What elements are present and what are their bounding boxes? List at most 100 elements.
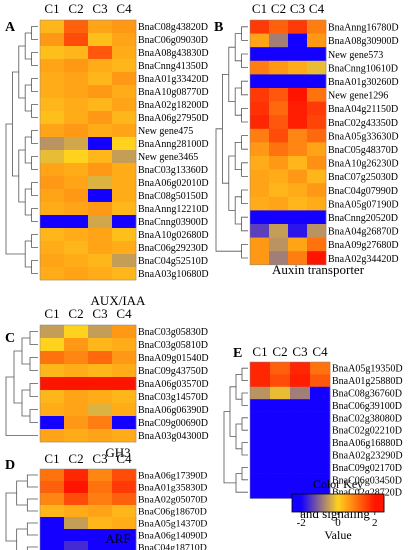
panel-a-cell	[112, 228, 137, 242]
panel-c-row-label: BnaA03g04300D	[138, 431, 209, 442]
panel-c-row-label: BnaA09g01540D	[138, 353, 209, 364]
panel-d-cell	[112, 517, 137, 530]
panel-d-row-label: BnaA02g05070D	[138, 494, 207, 505]
panel-b-cell	[250, 47, 270, 62]
color-key-swatch	[324, 494, 327, 512]
panel-a-cell	[112, 241, 137, 255]
panel-b-cell	[307, 88, 327, 102]
panel-b-row-label: BnaC02g43350D	[328, 118, 398, 129]
panel-e-dendrogram-branch	[241, 442, 248, 456]
panel-a-row-label: BnaA08g43830D	[138, 48, 209, 59]
panel-b-dendrogram-branch	[228, 46, 236, 102]
panel-a-cell	[40, 72, 65, 86]
panel-d-cell	[112, 541, 137, 550]
panel-b-dendrogram-branch	[234, 142, 242, 170]
panel-e-col-label: C4	[312, 344, 328, 359]
color-key-swatch	[301, 494, 304, 512]
panel-b-cell	[307, 183, 327, 198]
panel-e-cell	[270, 374, 291, 388]
color-key-swatch	[339, 494, 342, 512]
color-key-swatch	[327, 494, 330, 512]
panel-b-cell	[269, 115, 289, 130]
panel-a-cell	[40, 33, 65, 47]
panel-a-cell	[88, 111, 113, 125]
panel-b-cell	[288, 47, 308, 62]
panel-a-cell	[88, 241, 113, 255]
panel-b-cell	[269, 128, 289, 143]
color-key-swatch	[341, 494, 343, 512]
panel-e-dendrogram-branch	[235, 423, 242, 450]
panel-d-grid-border	[39, 468, 137, 550]
panel-b-cell	[250, 251, 270, 266]
panel-b-cell	[250, 224, 270, 238]
color-key-swatch	[295, 494, 297, 512]
panel-d-row-label: BnaA06g14090D	[138, 530, 207, 541]
panel-a-row-label: New gene475	[138, 126, 193, 137]
color-key-swatch	[311, 494, 314, 512]
color-key-swatch	[330, 494, 333, 512]
panel-e-cell	[270, 448, 291, 462]
color-key-swatch	[347, 494, 350, 512]
panel-a-letter: A	[5, 20, 16, 35]
panel-b-cell	[250, 115, 270, 130]
panel-c-cell	[112, 338, 137, 352]
panel-c-dendrogram-branch	[29, 331, 38, 345]
panel-a-row-label: BnaA03g10680D	[138, 269, 209, 280]
panel-e-cell	[270, 399, 291, 412]
panel-d-cell	[88, 493, 113, 506]
panel-b-cell	[307, 210, 327, 225]
panel-b-dendrogram-branch	[241, 162, 248, 177]
panel-a-dendrogram-branch	[31, 130, 38, 144]
panel-d-cell	[64, 493, 89, 506]
panel-b-row-label: BnaA04g21150D	[328, 104, 398, 115]
panel-a-dendrogram-branch	[31, 104, 38, 118]
panel-a-cell	[40, 137, 65, 151]
panel-a-row-label: BnaCnng41350D	[138, 61, 208, 72]
panel-b-dendrogram-branch	[241, 189, 248, 204]
panel-a-cell	[40, 150, 65, 164]
panel-a-dendrogram-branch	[24, 240, 32, 268]
panel-a-cell	[112, 150, 137, 164]
panel-d-cell	[40, 517, 65, 530]
panel-b-cell	[269, 88, 289, 102]
panel-e-cell	[270, 473, 291, 487]
panel-b-dendrogram-branch	[228, 155, 236, 211]
panel-a-cell	[40, 189, 65, 203]
panel-e-cell	[290, 386, 311, 400]
panel-b-row-label: BnaA01g30260D	[328, 77, 399, 88]
panel-c-cell	[88, 351, 113, 365]
panel-b-dendrogram-branch	[215, 128, 242, 252]
panel-c-cell	[64, 325, 89, 339]
panel-c-cell	[112, 377, 137, 391]
panel-a-cell	[112, 215, 137, 229]
color-key-swatch	[364, 494, 366, 512]
panel-d-row-label: BnaA05g14370D	[138, 518, 207, 529]
panel-e-cell	[310, 461, 331, 474]
panel-a-row-label: BnaC08g50150D	[138, 191, 208, 202]
panel-a-cell	[40, 20, 65, 34]
panel-a-cell	[112, 124, 137, 138]
panel-a-cell	[40, 46, 65, 60]
panel-d-letter: D	[5, 458, 15, 473]
panel-b-cell	[269, 20, 289, 34]
panel-d-cell	[64, 517, 89, 530]
panel-b-dendrogram-branch	[241, 108, 248, 123]
panel-d-col-label: C4	[116, 451, 132, 466]
panel-c-cell	[88, 390, 113, 404]
panel-a-cell	[64, 124, 89, 138]
panel-b-row-label: BnaA05g33630D	[328, 131, 399, 142]
color-key-swatch	[380, 494, 383, 512]
panel-a-cell	[64, 176, 89, 190]
panel-b-row-label: BnaA08g30900D	[328, 36, 399, 47]
panel-d-col-label: C1	[44, 451, 59, 466]
panel-d-title: ARF	[105, 531, 130, 546]
panel-b-cell	[250, 74, 270, 89]
panel-c-cell	[88, 403, 113, 417]
panel-e-cell	[310, 411, 331, 425]
panel-c-row-label: BnaC03g14570D	[138, 392, 208, 403]
panel-c-cell	[88, 429, 113, 443]
panel-a-cell	[64, 254, 89, 268]
color-key-swatch	[376, 494, 379, 512]
panel-d-cell	[112, 529, 137, 542]
